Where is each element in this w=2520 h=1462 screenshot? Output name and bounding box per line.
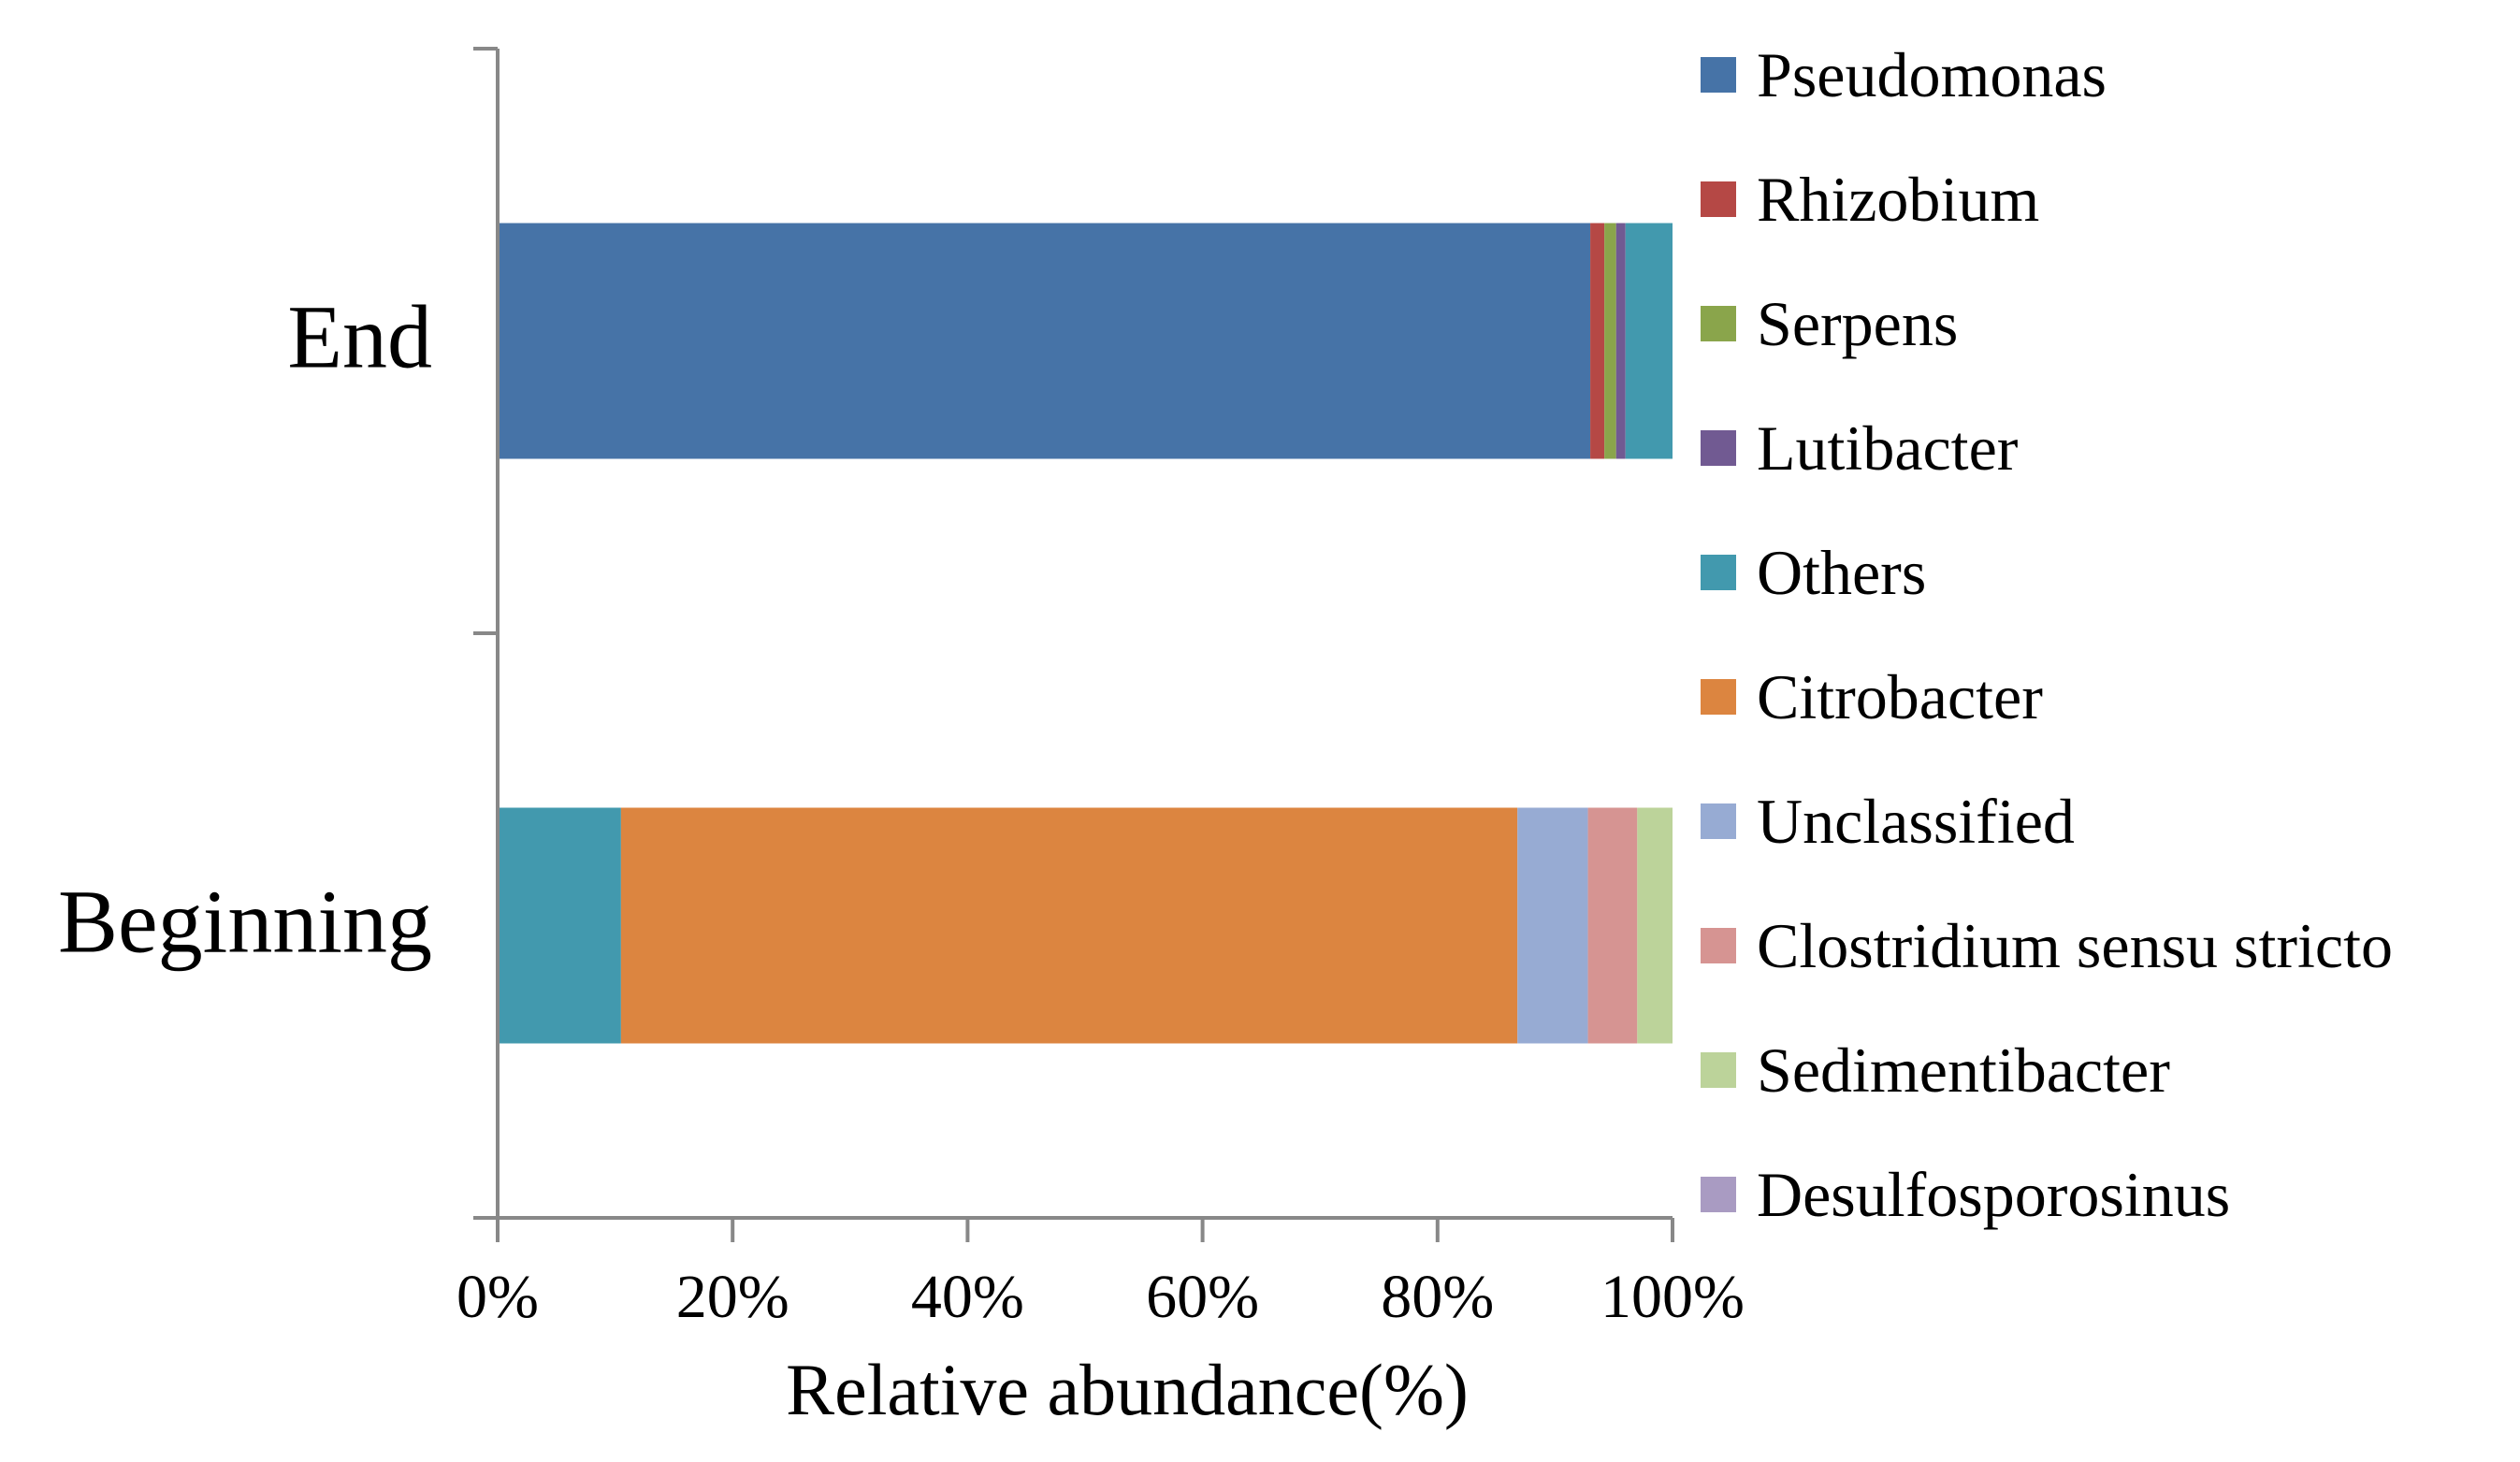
legend-label: Unclassified [1757,786,2075,857]
bars-layer [498,223,1673,1044]
legend-swatch [1701,803,1736,839]
legend-swatch [1701,928,1736,963]
bar-segment [1625,223,1673,459]
legend-label: Others [1757,537,1926,608]
x-tick-label: 80% [1381,1263,1494,1331]
category-label: Beginning [58,872,432,972]
legend-label: Desulfosporosinus [1757,1159,2230,1230]
axes-layer: End Beginning 0% 20% 40% 60% 80% 100% [58,47,1745,1331]
x-tick-label: 40% [911,1263,1024,1331]
legend-swatch [1701,1052,1736,1088]
legend-swatch [1701,306,1736,341]
legend-swatch [1701,555,1736,590]
bar-segment [1590,223,1605,459]
bar-segment [498,807,621,1044]
legend-swatch [1701,1177,1736,1212]
legend: Pseudomonas Rhizobium Serpens Lutibacter Oth… [1701,39,2393,1230]
legend-label: Clostridium sensu stricto [1757,910,2393,981]
bar-segment [1587,807,1638,1044]
legend-label: Pseudomonas [1757,39,2107,110]
legend-label: Rhizobium [1757,164,2039,235]
x-tick-label: 20% [676,1263,789,1331]
legend-label: Citrobacter [1757,661,2043,732]
legend-swatch [1701,679,1736,715]
bar-segment [1637,807,1673,1044]
legend-label: Sedimentibacter [1757,1035,2170,1106]
x-tick-label: 60% [1146,1263,1259,1331]
bar-segment [1604,223,1616,459]
category-label: End [287,287,432,387]
bar-segment [1615,223,1626,459]
bar-segment [620,807,1518,1044]
x-tick-label: 100% [1600,1263,1745,1331]
x-axis-label: Relative abundance(%) [786,1349,1469,1430]
bar-segment [1517,807,1588,1044]
bar-segment [498,223,1591,459]
legend-swatch [1701,57,1736,93]
legend-swatch [1701,181,1736,217]
x-tick-label: 0% [456,1263,539,1331]
legend-label: Lutibacter [1757,413,2019,484]
legend-label: Serpens [1757,288,1958,359]
legend-swatch [1701,430,1736,466]
